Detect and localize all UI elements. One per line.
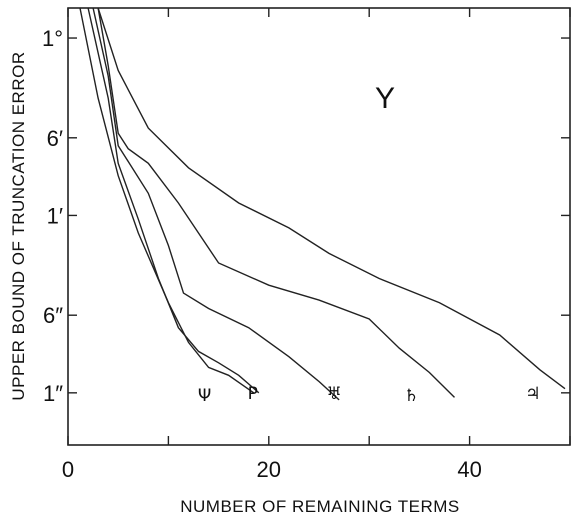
x-axis-title: NUMBER OF REMAINING TERMS [180, 497, 459, 516]
series-line-3 [92, 7, 340, 401]
x-tick-label: 40 [457, 457, 481, 482]
y-tick-label: 1° [42, 26, 63, 51]
series-line-5 [97, 7, 566, 390]
series-line-2 [87, 7, 260, 394]
series-label-1: Ψ [198, 386, 211, 406]
tick-labels: 0 20 40 1″ 6″ 1′ 6′ 1° [42, 26, 482, 482]
series-label-5: ♃ [525, 384, 540, 404]
y-tick-label: 6″ [43, 303, 63, 328]
x-tick-label: 20 [257, 457, 281, 482]
series-label-3: ♅ [326, 384, 341, 404]
series-line-4 [97, 7, 455, 398]
x-tick-label: 0 [62, 457, 74, 482]
series-label-4: ♄ [404, 386, 419, 406]
series-label-2: P [248, 384, 258, 404]
y-tick-label: 1″ [43, 381, 63, 406]
series-labels: Ψ P ♅ ♄ ♃ [198, 384, 541, 406]
y-axis-title: UPPER BOUND OF TRUNCATION ERROR [9, 51, 28, 400]
plot-frame [67, 7, 571, 446]
series-lines [79, 7, 566, 401]
y-tick-label: 6′ [47, 126, 63, 151]
y-tick-label: 1′ [47, 203, 63, 228]
chart-annotation: Y [375, 82, 395, 115]
axis-ticks [67, 8, 571, 445]
